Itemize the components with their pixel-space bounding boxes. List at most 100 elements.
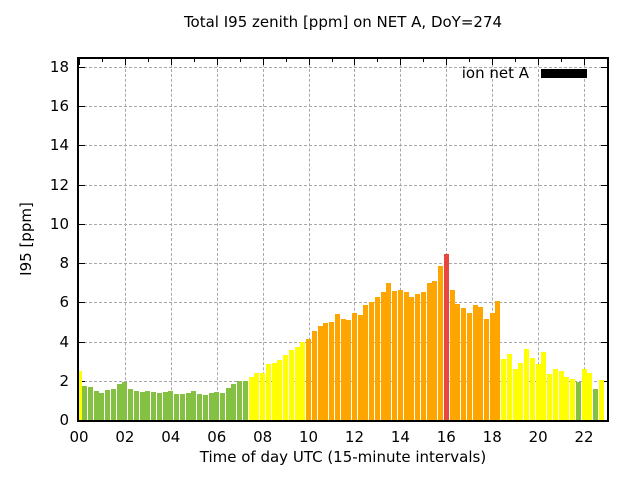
- gridline-vertical: [584, 59, 586, 420]
- gridline-vertical: [400, 59, 402, 420]
- y-tick: [79, 341, 85, 343]
- y-tick: [601, 380, 607, 382]
- bar-00:15: [82, 385, 88, 420]
- bar-13:30: [386, 282, 392, 420]
- bar-19:30: [524, 349, 530, 420]
- x-major-tick: [79, 59, 80, 65]
- x-minor-tick: [285, 59, 287, 62]
- x-major-tick: [492, 59, 494, 65]
- x-minor-tick: [423, 59, 425, 62]
- bar-03:30: [156, 392, 162, 420]
- x-minor-tick: [331, 59, 333, 62]
- bar-10:45: [323, 322, 329, 420]
- bar-03:15: [151, 391, 157, 420]
- y-tick: [601, 263, 607, 265]
- x-major-tick: [170, 59, 172, 65]
- bar-22:15: [587, 372, 593, 420]
- bar-04:45: [185, 392, 191, 420]
- bar-08:00: [260, 372, 266, 420]
- y-tick-label: 18: [49, 57, 69, 76]
- x-tick-label: 02: [115, 428, 135, 446]
- bar-14:15: [403, 292, 409, 420]
- bar-00:30: [87, 386, 93, 420]
- y-tick: [79, 145, 85, 147]
- bar-21:30: [570, 378, 576, 420]
- bar-18:45: [506, 354, 512, 420]
- bar-07:15: [242, 380, 248, 420]
- x-minor-tick: [193, 59, 195, 62]
- bar-14:30: [409, 297, 415, 420]
- x-tick-label: 04: [161, 428, 181, 446]
- bar-17:30: [478, 307, 484, 420]
- bar-15:00: [420, 292, 426, 420]
- x-major-tick: [124, 59, 126, 65]
- bar-12:45: [369, 302, 375, 420]
- y-tick: [79, 380, 85, 382]
- gridline-vertical: [492, 59, 494, 420]
- legend-series-label: ion net A: [461, 64, 529, 82]
- bar-17:15: [472, 305, 478, 420]
- bar-10:00: [306, 338, 312, 420]
- gridline-vertical: [538, 59, 540, 420]
- bar-13:45: [392, 290, 398, 420]
- bar-14:00: [397, 289, 403, 420]
- bar-00:45: [93, 390, 99, 420]
- y-tick-label: 10: [49, 214, 69, 233]
- bar-05:45: [208, 392, 214, 420]
- bar-20:30: [547, 373, 553, 420]
- bar-07:30: [248, 376, 254, 420]
- gridline-horizontal: [79, 302, 607, 304]
- bar-09:15: [288, 350, 294, 420]
- bar-15:45: [438, 266, 444, 420]
- x-minor-tick: [239, 59, 241, 62]
- bar-20:45: [552, 369, 558, 420]
- bar-03:45: [162, 391, 168, 420]
- x-axis-label: Time of day UTC (15-minute intervals): [199, 448, 487, 466]
- bar-22:30: [593, 388, 599, 420]
- gridline-vertical: [308, 59, 310, 420]
- x-major-tick: [262, 59, 264, 65]
- bar-01:00: [99, 392, 105, 420]
- bar-02:15: [128, 388, 134, 420]
- bar-07:45: [254, 372, 260, 420]
- bar-05:30: [202, 394, 208, 420]
- x-tick-label: 10: [299, 428, 319, 446]
- y-tick: [601, 223, 607, 225]
- x-minor-tick: [377, 59, 379, 62]
- x-major-tick: [308, 59, 310, 65]
- y-tick: [79, 184, 85, 186]
- bar-17:00: [466, 313, 472, 420]
- x-minor-tick: [515, 59, 517, 62]
- bar-21:00: [558, 370, 564, 420]
- bar-07:00: [237, 380, 243, 420]
- bar-16:15: [449, 289, 455, 420]
- bar-09:30: [294, 347, 300, 420]
- bar-15:15: [426, 282, 432, 420]
- bar-15:30: [432, 280, 438, 420]
- bar-11:15: [334, 314, 340, 420]
- x-major-tick: [354, 59, 356, 65]
- bar-06:30: [225, 387, 231, 420]
- gridline-horizontal: [79, 106, 607, 108]
- x-tick-label: 08: [253, 428, 273, 446]
- bar-16:30: [455, 304, 461, 420]
- y-tick: [79, 66, 85, 68]
- gridline-vertical: [262, 59, 264, 420]
- y-tick-label: 4: [59, 332, 69, 351]
- bar-04:30: [179, 393, 185, 420]
- y-tick: [79, 302, 85, 304]
- plot-area: ion net A: [77, 57, 609, 422]
- x-tick-label: 22: [574, 428, 594, 446]
- bar-19:45: [529, 358, 535, 420]
- y-tick: [601, 145, 607, 147]
- bar-09:00: [283, 355, 289, 420]
- x-major-tick: [584, 59, 586, 65]
- bar-16:45: [461, 308, 467, 420]
- x-tick-label: 20: [528, 428, 548, 446]
- bar-12:30: [363, 305, 369, 420]
- x-major-tick: [216, 59, 218, 65]
- y-tick-label: 2: [59, 371, 69, 390]
- bar-09:45: [300, 341, 306, 420]
- bar-17:45: [483, 318, 489, 420]
